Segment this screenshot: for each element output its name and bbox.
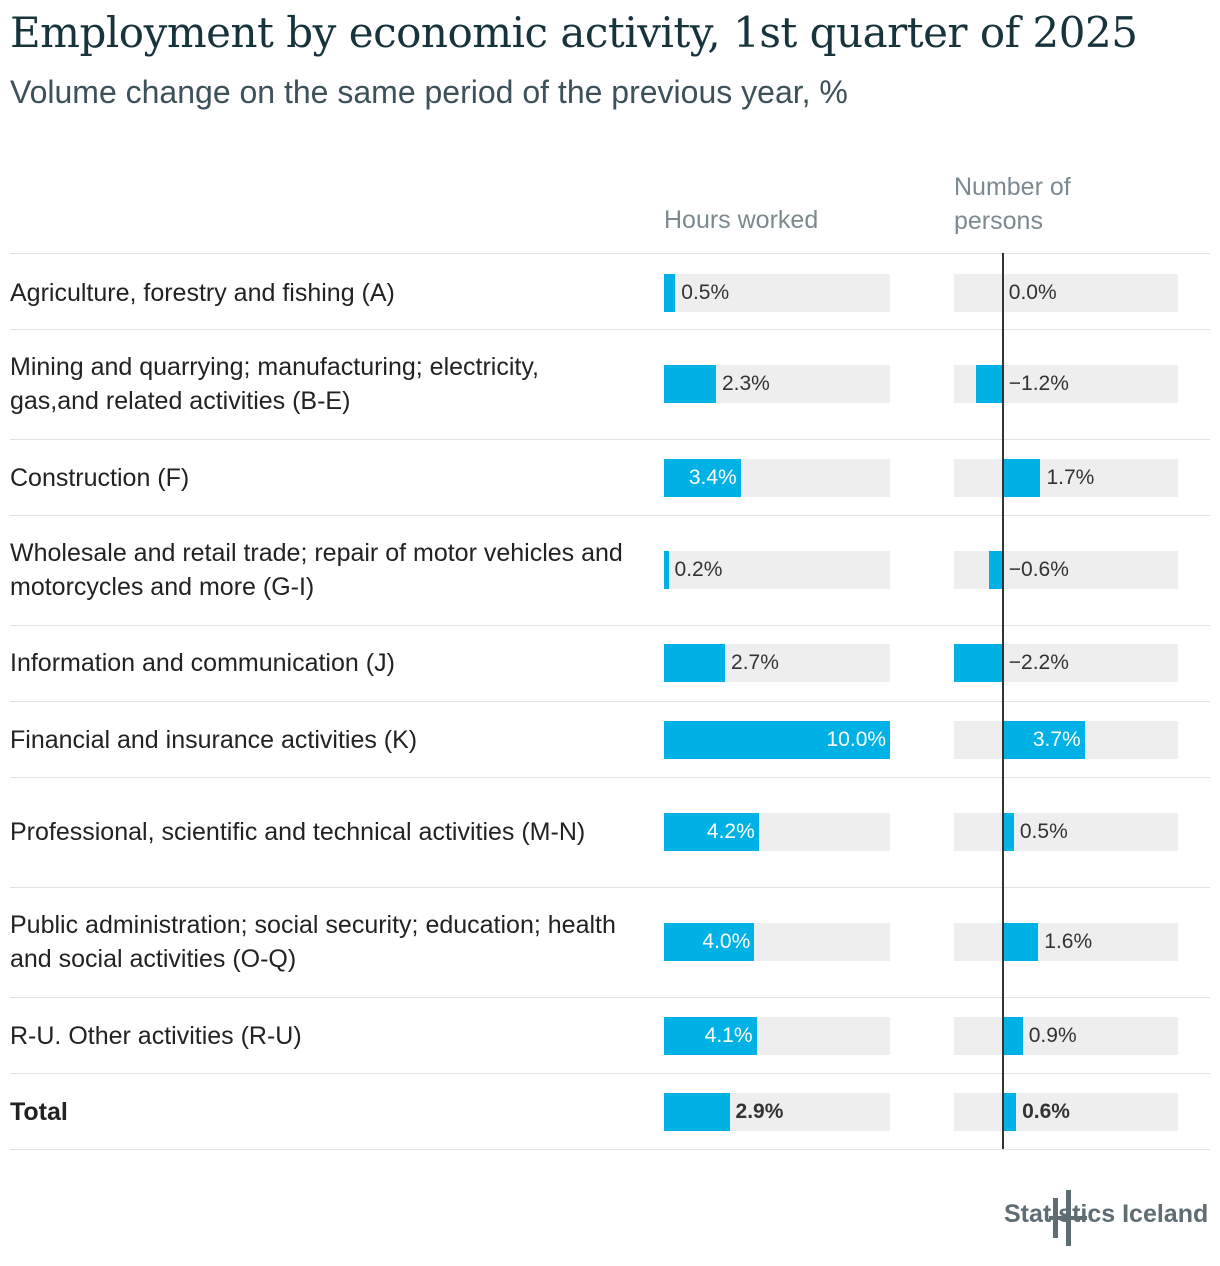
bar-track: 2.9% xyxy=(664,1093,890,1131)
row-divider xyxy=(10,625,1210,626)
bar-track: 2.7% xyxy=(664,644,890,682)
value-label: 2.9% xyxy=(735,1100,784,1123)
category-label: Professional, scientific and technical a… xyxy=(10,818,586,846)
bar-number-of-persons xyxy=(1002,813,1014,851)
bar-hours-worked xyxy=(664,721,890,759)
category-label: Construction (F) xyxy=(10,464,190,492)
bar-number-of-persons xyxy=(1002,1017,1023,1055)
category-label: Information and communication (J) xyxy=(10,649,395,677)
row-divider xyxy=(10,253,1210,254)
column-header-hours: Hours worked xyxy=(664,206,819,234)
value-label: 3.7% xyxy=(1032,728,1081,751)
bar-hours-worked xyxy=(664,274,676,312)
bar-track: 0.0% xyxy=(954,274,1178,312)
bar-hours-worked xyxy=(664,459,741,497)
bar-track: 0.2% xyxy=(664,551,890,589)
value-label: 10.0% xyxy=(826,728,887,751)
bar-track: 4.0% xyxy=(664,923,890,961)
value-label: −2.2% xyxy=(1008,651,1069,674)
bar-track: −1.2% xyxy=(954,365,1178,403)
category-label: R-U. Other activities (R-U) xyxy=(10,1022,302,1050)
value-label: 0.6% xyxy=(1022,1100,1070,1123)
bar-hours-worked xyxy=(664,923,755,961)
value-label: 0.9% xyxy=(1028,1024,1077,1047)
bar-hours-worked xyxy=(664,365,716,403)
bar-hours-worked xyxy=(664,1093,730,1131)
bar-number-of-persons xyxy=(989,551,1003,589)
bar-number-of-persons xyxy=(976,365,1003,403)
chart-title: Employment by economic activity, 1st qua… xyxy=(10,8,1138,57)
value-label: 0.2% xyxy=(674,558,723,581)
zero-axis-line xyxy=(1001,253,1004,1149)
value-label: 0.5% xyxy=(1019,820,1068,843)
value-label: 4.2% xyxy=(706,820,755,843)
bar-track: 1.6% xyxy=(954,923,1178,961)
value-label: 1.7% xyxy=(1046,466,1095,489)
chart-subtitle: Volume change on the same period of the … xyxy=(10,74,848,110)
value-label: −1.2% xyxy=(1008,372,1069,395)
bar-hours-worked xyxy=(664,644,726,682)
bar-track: 1.7% xyxy=(954,459,1178,497)
bar-hours-worked xyxy=(664,813,759,851)
bar-number-of-persons xyxy=(1002,923,1039,961)
row-divider xyxy=(10,777,1210,778)
row-divider xyxy=(10,701,1210,702)
value-label: 3.4% xyxy=(688,466,737,489)
bar-track: 10.0% xyxy=(664,721,890,759)
category-label: Financial and insurance activities (K) xyxy=(10,726,418,754)
bar-track: 3.7% xyxy=(954,721,1178,759)
category-label: Public administration; social security; … xyxy=(10,911,616,973)
bar-track: 3.4% xyxy=(664,459,890,497)
category-label: Total xyxy=(10,1098,68,1126)
row-divider xyxy=(10,1149,1210,1150)
bar-hours-worked xyxy=(664,1017,757,1055)
value-label: 0.5% xyxy=(681,281,730,304)
bar-track: −0.6% xyxy=(954,551,1178,589)
bar-track: 2.3% xyxy=(664,365,890,403)
row-divider xyxy=(10,1073,1210,1074)
category-label: Agriculture, forestry and fishing (A) xyxy=(10,279,395,307)
bar-track: 0.6% xyxy=(954,1093,1178,1131)
brand-name: Statistics Iceland xyxy=(1004,1200,1209,1228)
value-label: 1.6% xyxy=(1044,930,1093,953)
value-label: 4.1% xyxy=(704,1024,753,1047)
column-header-persons: Number of persons xyxy=(954,173,1071,235)
value-label: 4.0% xyxy=(702,930,751,953)
value-label: −0.6% xyxy=(1008,558,1069,581)
category-label: Wholesale and retail trade; repair of mo… xyxy=(10,539,623,601)
bar-number-of-persons xyxy=(1002,459,1041,497)
category-label: Mining and quarrying; manufacturing; ele… xyxy=(10,353,539,415)
value-label: 2.7% xyxy=(731,651,779,674)
row-divider xyxy=(10,997,1210,998)
value-label: 2.3% xyxy=(721,372,770,395)
row-divider xyxy=(10,515,1210,516)
statistics-iceland-logo-icon xyxy=(1049,1190,1087,1246)
bar-hours-worked xyxy=(664,551,669,589)
bar-number-of-persons xyxy=(954,644,1003,682)
bar-track: 4.1% xyxy=(664,1017,890,1055)
bar-number-of-persons xyxy=(1002,721,1085,759)
bar-track: −2.2% xyxy=(954,644,1178,682)
bar-number-of-persons xyxy=(1002,1093,1017,1131)
row-divider xyxy=(10,439,1210,440)
row-divider xyxy=(10,887,1210,888)
bar-track: 0.5% xyxy=(954,813,1178,851)
value-label: 0.0% xyxy=(1008,281,1057,304)
bar-track: 0.5% xyxy=(664,274,890,312)
bar-track: 0.9% xyxy=(954,1017,1178,1055)
bar-track: 4.2% xyxy=(664,813,890,851)
row-divider xyxy=(10,329,1210,330)
